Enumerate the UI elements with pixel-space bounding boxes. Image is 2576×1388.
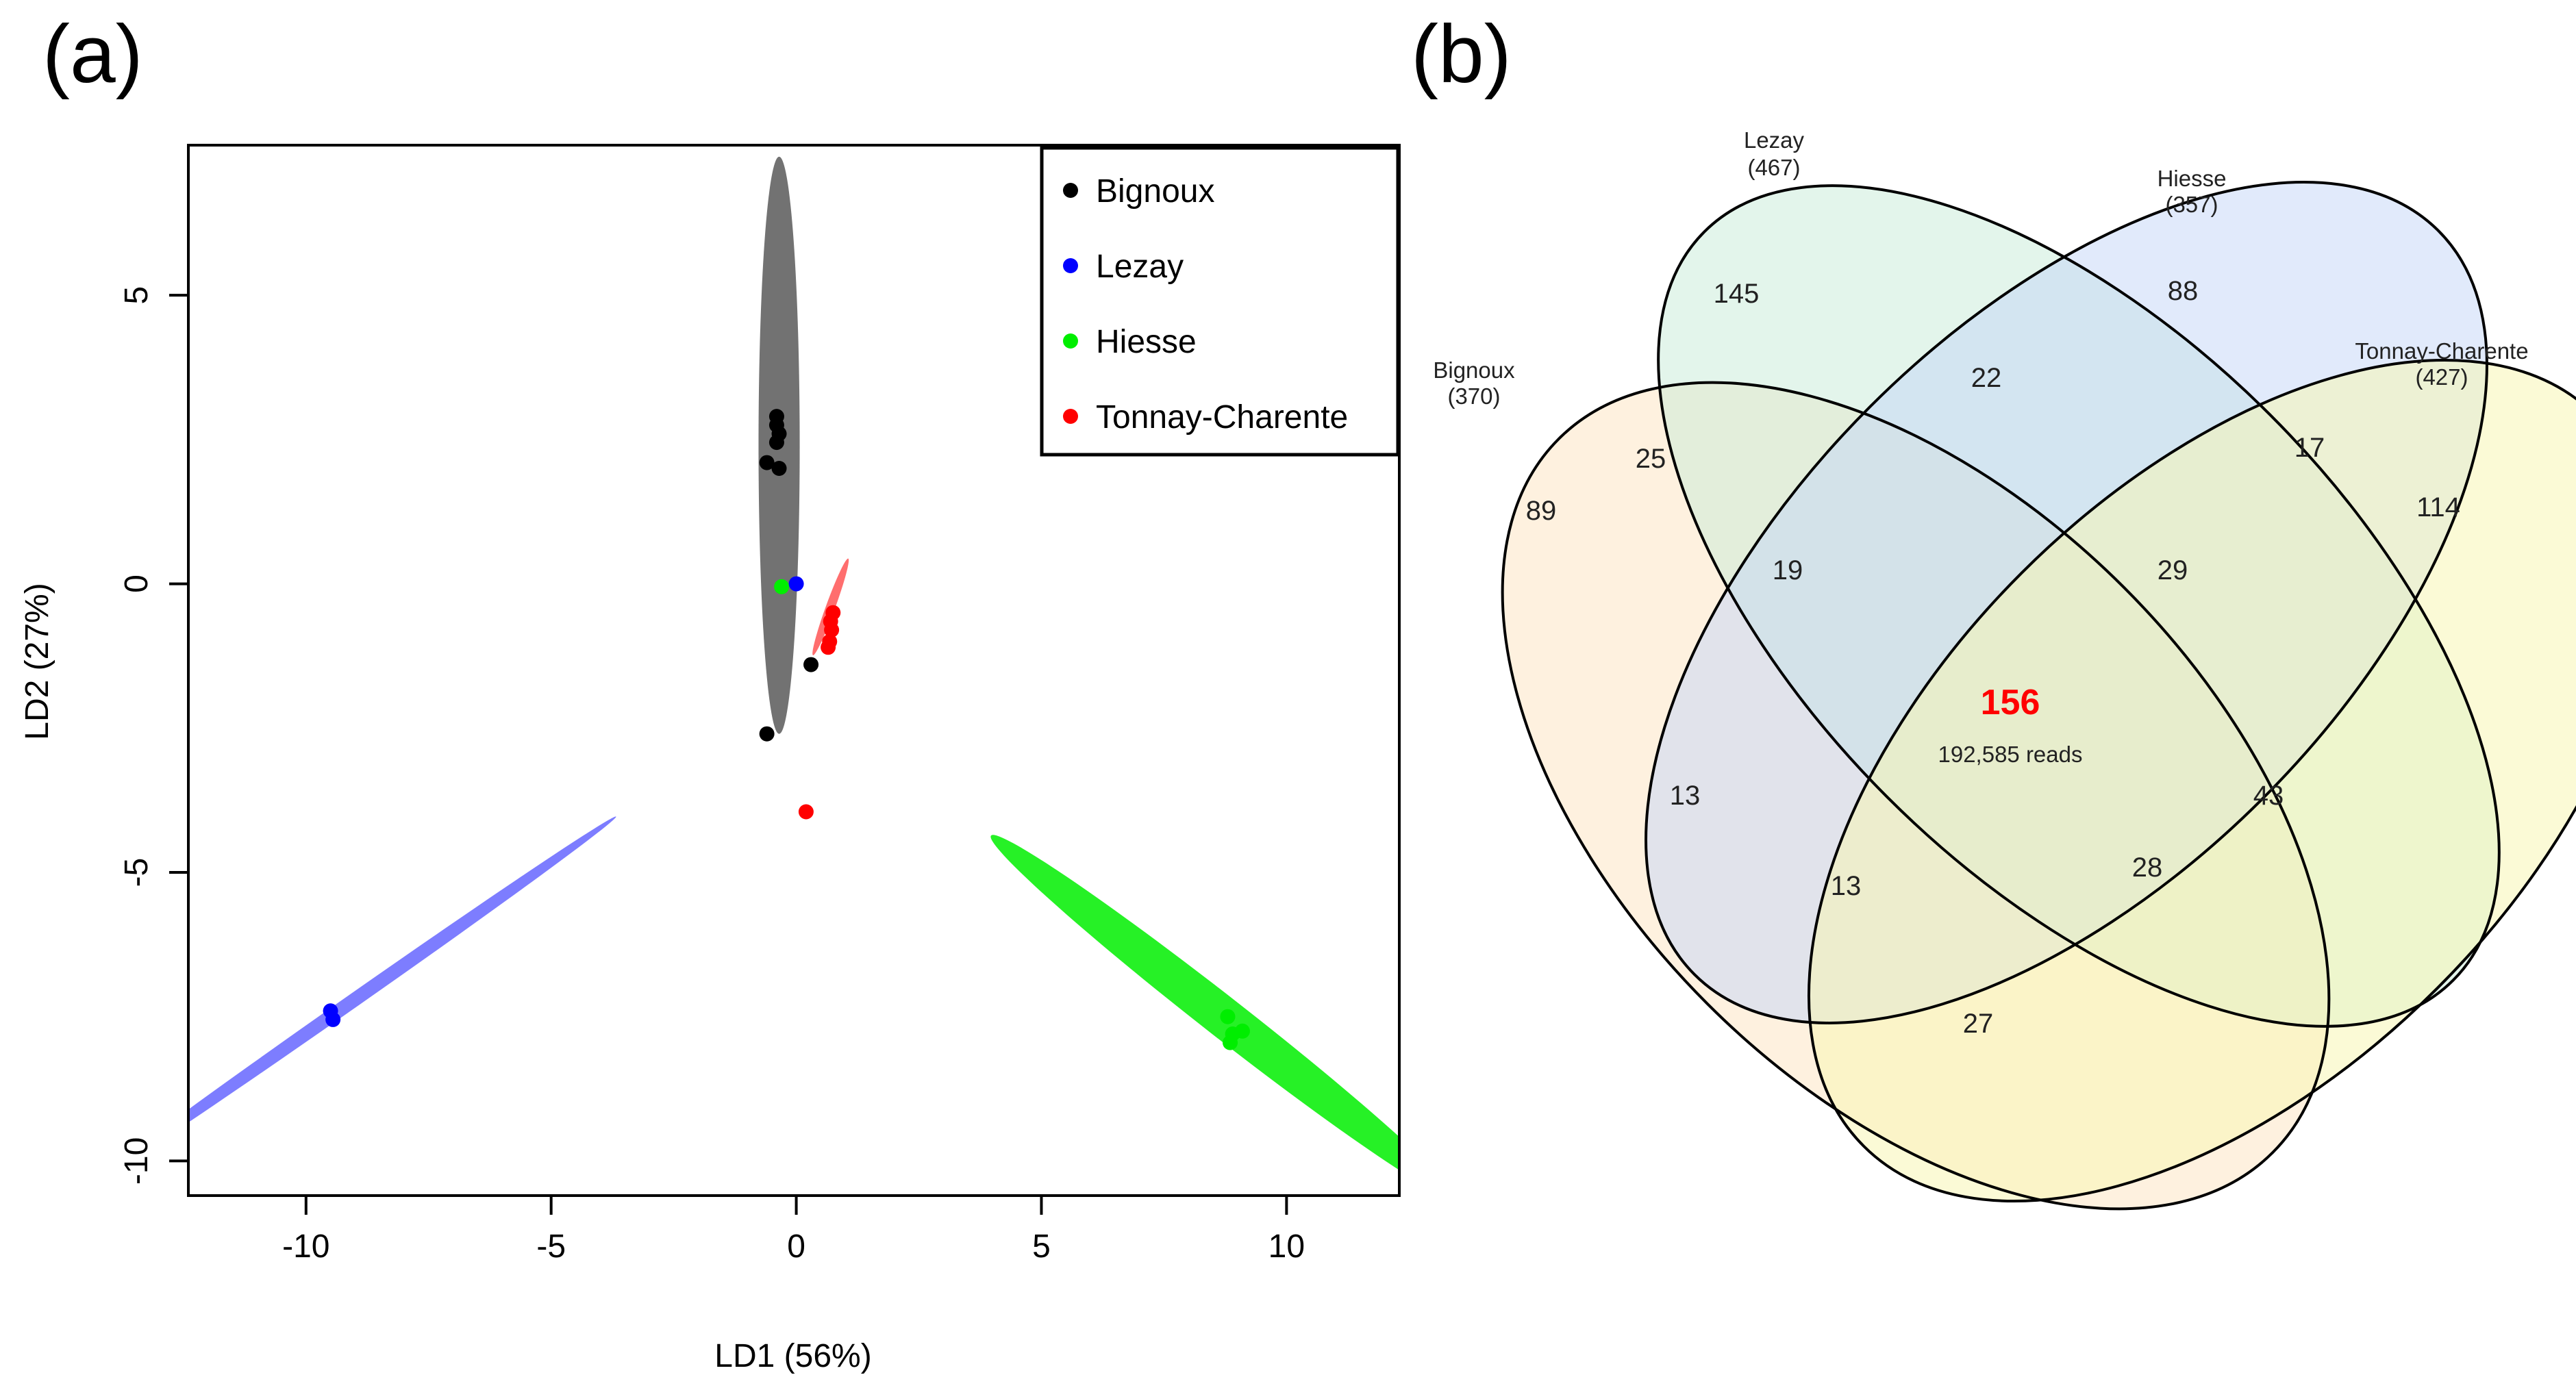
x-axis: -10 -5 0 5 10 <box>282 1196 1305 1265</box>
x-tick-label: -5 <box>536 1228 566 1265</box>
region-bignoux-tonnay: 27 <box>1963 1009 1994 1039</box>
set-name-lezay: Lezay <box>1744 127 1805 153</box>
set-name-hiesse: Hiesse <box>2158 166 2227 191</box>
region-tonnay-only: 114 <box>2416 492 2460 522</box>
legend-marker-bignoux <box>1063 183 1078 198</box>
point-lezay-2 <box>788 576 804 592</box>
legend-box <box>1040 146 1400 457</box>
y-tick-label: -5 <box>118 858 155 887</box>
point-bignoux-5 <box>771 461 787 476</box>
point-lezay-1 <box>325 1011 341 1027</box>
region-all-four: 156 <box>1981 683 2040 722</box>
region-bignoux-lezay: 25 <box>1636 444 1666 474</box>
region-bignoux-hiesse: 13 <box>1670 781 1701 811</box>
point-bignoux-7 <box>759 726 775 742</box>
venn-diagram: Lezay (467) Hiesse (357) Bignoux (370) T… <box>1433 127 2576 1211</box>
point-hiesse-3 <box>1223 1035 1238 1050</box>
region-lezay-hiesse-tonnay: 29 <box>2158 555 2188 585</box>
venn-outline-lezay <box>1657 184 2501 1028</box>
region-bignoux-lezay-tonnay: 28 <box>2132 853 2163 883</box>
legend-label-tonnay-charente: Tonnay-Charente <box>1096 399 1348 436</box>
y-axis-label: LD2 (27%) <box>19 583 55 740</box>
panel-a-label: (a) <box>42 8 143 100</box>
region-bignoux-lezay-hiesse: 19 <box>1773 555 1803 585</box>
venn-fills <box>1502 182 2576 1209</box>
panel-b-label: (b) <box>1411 8 1512 100</box>
y-axis: -10 -5 0 5 <box>118 286 188 1185</box>
venn-outline-tonnay-charente <box>1807 358 2576 1203</box>
legend-label-hiesse: Hiesse <box>1096 324 1197 360</box>
point-bignoux-4 <box>759 455 775 470</box>
x-tick-label: 0 <box>787 1228 805 1265</box>
region-hiesse-tonnay: 17 <box>2294 433 2325 463</box>
venn-set-labels: Lezay (467) Hiesse (357) Bignoux (370) T… <box>1433 127 2528 409</box>
set-name-tonnay-charente: Tonnay-Charente <box>2355 338 2528 364</box>
point-tonnay-charente-5 <box>798 804 814 820</box>
region-hiesse-only: 88 <box>2168 276 2199 306</box>
venn-outlines <box>1501 181 2576 1211</box>
set-count-hiesse: (357) <box>2165 192 2218 217</box>
set-name-bignoux: Bignoux <box>1433 357 1515 383</box>
y-tick-label: 5 <box>118 286 155 305</box>
region-bignoux-hiesse-tonnay: 13 <box>1831 871 1862 901</box>
legend-marker-hiesse <box>1063 333 1078 349</box>
legend-marker-lezay <box>1063 258 1078 273</box>
point-hiesse-0 <box>1220 1009 1236 1024</box>
region-lezay-hiesse: 22 <box>1971 363 2002 393</box>
venn-outline-hiesse <box>1645 181 2488 1024</box>
set-count-bignoux: (370) <box>1447 383 1500 409</box>
point-bignoux-3 <box>768 435 784 451</box>
legend: Bignoux Lezay Hiesse Tonnay-Charente <box>1040 146 1400 457</box>
x-axis-label: LD1 (56%) <box>714 1338 871 1374</box>
ellipse-lezay <box>188 816 616 1183</box>
legend-label-bignoux: Bignoux <box>1096 173 1214 210</box>
lda-scatter-plot: -10 -5 0 5 10 -10 -5 0 5 LD1 (56%) LD2 (27%) Bi… <box>19 144 1401 1374</box>
x-tick-label: -10 <box>282 1228 329 1265</box>
x-tick-label: 10 <box>1268 1228 1305 1265</box>
venn-set-tonnay-charente <box>1808 359 2576 1202</box>
venn-outline-bignoux <box>1501 381 2331 1211</box>
legend-marker-tonnay-charente <box>1063 409 1078 424</box>
y-tick-label: -10 <box>118 1137 155 1185</box>
point-hiesse-4 <box>774 579 790 594</box>
set-count-lezay: (467) <box>1747 155 1800 180</box>
region-lezay-tonnay: 43 <box>2253 781 2284 811</box>
data-points <box>323 409 1250 1050</box>
x-tick-label: 5 <box>1032 1228 1051 1265</box>
region-bignoux-only: 89 <box>1526 496 1557 526</box>
point-bignoux-6 <box>803 657 819 672</box>
region-all-four-reads: 192,585 reads <box>1938 742 2082 767</box>
region-lezay-only: 145 <box>1714 279 1760 309</box>
plot-frame <box>187 144 1401 1197</box>
set-count-tonnay-charente: (427) <box>2415 364 2468 390</box>
legend-label-lezay: Lezay <box>1096 249 1184 285</box>
point-tonnay-charente-2 <box>824 622 840 638</box>
venn-region-counts: 145 88 22 25 17 89 114 19 29 13 43 13 28… <box>1526 276 2460 1039</box>
y-tick-label: 0 <box>118 575 155 593</box>
point-tonnay-charente-4 <box>821 640 836 655</box>
point-hiesse-2 <box>1234 1023 1250 1039</box>
